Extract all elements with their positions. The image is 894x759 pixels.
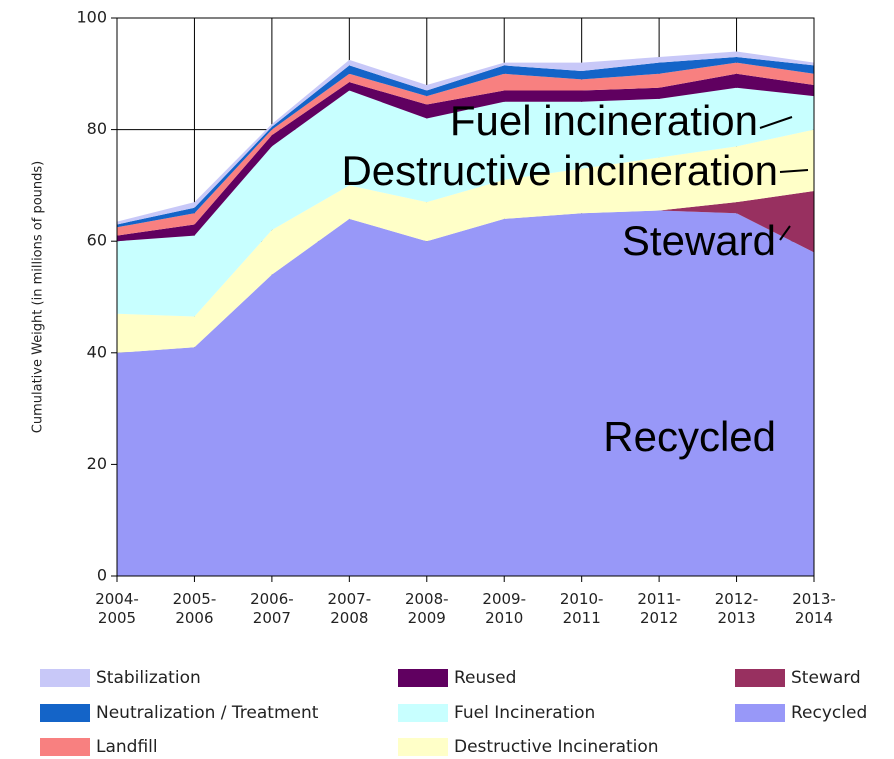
annotation-line xyxy=(759,116,793,129)
area xyxy=(117,210,814,576)
area xyxy=(117,51,814,225)
area xyxy=(117,190,814,353)
y-axis-label: Cumulative Weight (in millions of pounds… xyxy=(31,161,46,433)
legend-label: Stabilization xyxy=(96,668,201,688)
x-tick-label: 2005-2006 xyxy=(172,590,217,627)
y-tick-label: 40 xyxy=(87,342,107,361)
plot-frame xyxy=(116,17,815,577)
area xyxy=(117,87,814,317)
legend-label: Landfill xyxy=(96,737,158,757)
legend-label: Destructive Incineration xyxy=(454,737,659,757)
area xyxy=(117,129,814,353)
legend-swatch xyxy=(40,669,90,687)
y-tick-label: 60 xyxy=(87,231,107,250)
x-tick-label: 2008-2009 xyxy=(404,590,449,627)
legend-swatch xyxy=(398,704,448,722)
legend-swatch xyxy=(40,738,90,756)
x-tick-label: 2011-2012 xyxy=(637,590,681,627)
x-tick-label: 2013-2014 xyxy=(792,590,836,627)
legend-swatch xyxy=(735,669,785,687)
legend-swatch xyxy=(40,704,90,722)
x-tick-label: 2007-2008 xyxy=(327,590,372,627)
legend-label: Fuel Incineration xyxy=(454,703,595,723)
y-tick-label: 100 xyxy=(76,8,107,27)
annotation: Steward xyxy=(622,217,776,264)
legend-label: Recycled xyxy=(791,703,867,723)
area xyxy=(117,73,814,242)
x-tick-label: 2004-2005 xyxy=(95,590,139,627)
x-tick-label: 2006-2007 xyxy=(250,590,294,627)
legend-label: Neutralization / Treatment xyxy=(96,703,319,723)
legend-label: Steward xyxy=(791,668,861,688)
legend-swatch xyxy=(398,669,448,687)
legend-swatch xyxy=(398,738,448,756)
annotation: Destructive incineration xyxy=(341,147,778,194)
legend-label: Reused xyxy=(454,668,516,688)
x-tick-label: 2012-2013 xyxy=(714,590,759,627)
x-tick-label: 2010-2011 xyxy=(559,590,604,627)
area xyxy=(117,62,814,236)
y-tick-label: 20 xyxy=(87,454,107,473)
legend-swatch xyxy=(735,704,785,722)
x-tick-label: 2009-2010 xyxy=(482,590,527,627)
y-tick-label: 0 xyxy=(97,566,107,585)
annotation: Recycled xyxy=(603,413,776,460)
annotation-line xyxy=(779,225,791,241)
y-tick-label: 80 xyxy=(87,119,107,138)
annotation: Fuel incineration xyxy=(450,97,758,144)
annotation-line xyxy=(779,169,809,173)
area xyxy=(117,57,814,228)
